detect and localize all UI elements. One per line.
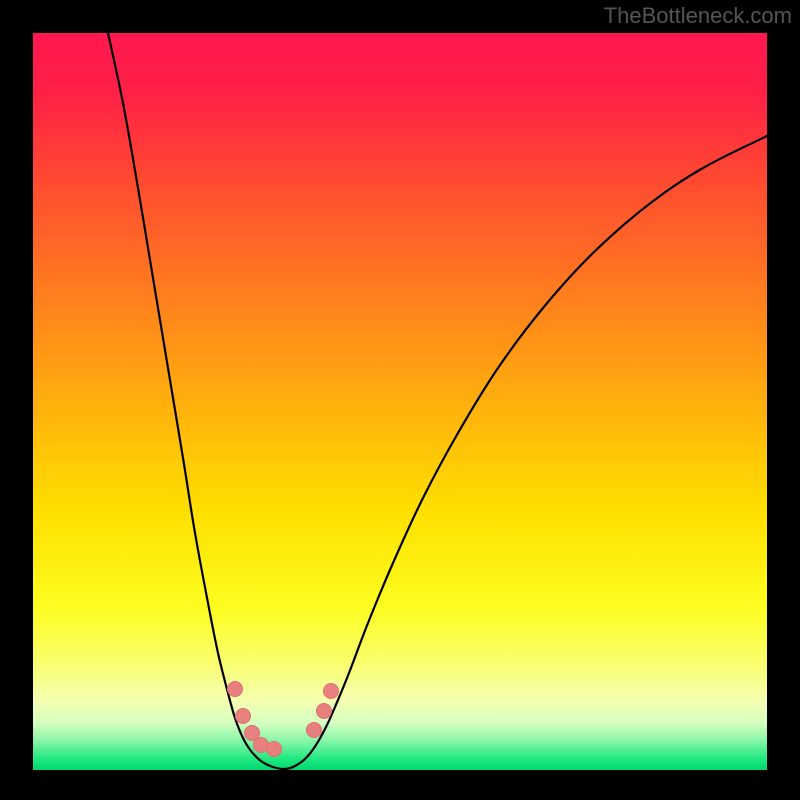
data-marker (266, 741, 282, 757)
data-marker (323, 683, 339, 699)
watermark-text: TheBottleneck.com (604, 3, 792, 29)
bottleneck-curve (108, 33, 767, 769)
data-marker (316, 703, 332, 719)
chart-curve-layer (33, 33, 767, 770)
data-marker (227, 681, 243, 697)
data-marker (235, 708, 251, 724)
chart-plot-area (33, 33, 767, 770)
data-marker (306, 722, 322, 738)
